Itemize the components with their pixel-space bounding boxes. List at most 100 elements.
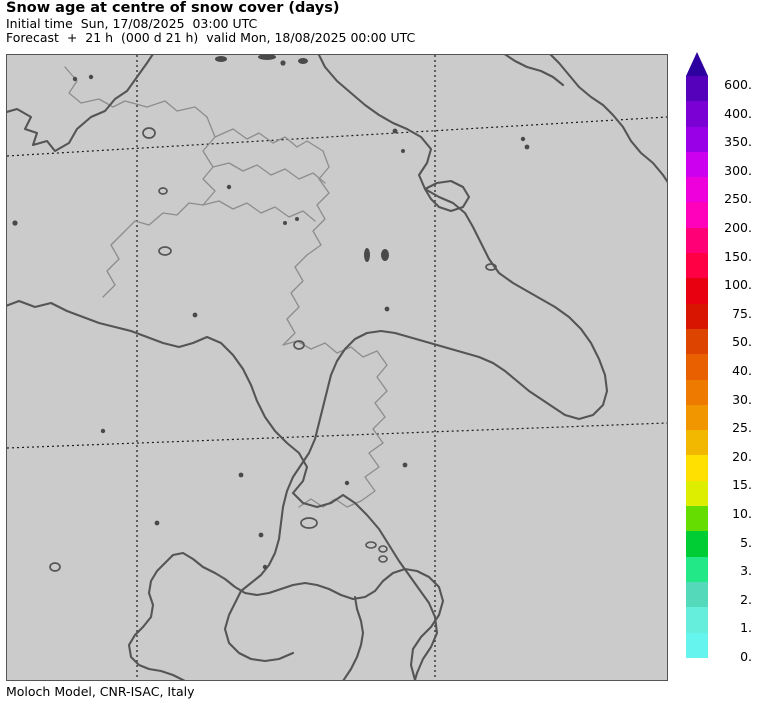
colorbar-band-11	[686, 354, 708, 380]
coastline-liguria	[7, 55, 154, 153]
colorbar-tick-5: 5.	[740, 534, 752, 550]
colorbar-tick-150: 150.	[724, 248, 752, 264]
island-dot-16	[238, 472, 244, 478]
island-capri	[300, 517, 318, 529]
colorbar	[686, 52, 708, 658]
small-islands-group	[12, 60, 530, 570]
colorbar-band-13	[686, 404, 708, 431]
admin-border-umbria-north	[212, 162, 326, 184]
colorbar-tick-2: 2.	[740, 591, 752, 607]
admin-border-campania-east	[372, 350, 388, 444]
colorbar-band-19	[686, 556, 708, 582]
island-adriatic	[381, 249, 389, 261]
colorbar-tick-15: 15.	[732, 477, 752, 493]
colorbar-band-12	[686, 379, 708, 405]
island-dot-13	[192, 312, 198, 318]
colorbar-tick-0: 0.	[740, 649, 752, 664]
coastline-tyrrhenian	[7, 299, 439, 680]
island-dot-11	[283, 221, 287, 225]
island-dot-9	[226, 184, 232, 190]
island-dot-5	[392, 128, 398, 134]
forecast-time-line: Forecast + 21 h (000 d 21 h) valid Mon, …	[6, 30, 416, 45]
island-dot-3	[88, 74, 94, 80]
model-credit: Moloch Model, CNR-ISAC, Italy	[6, 684, 195, 699]
colorbar-band-8	[686, 278, 708, 304]
colorbar-band-9	[686, 303, 708, 329]
initial-time-line: Initial time Sun, 17/08/2025 03:00 UTC	[6, 16, 258, 31]
admin-border-molise	[282, 340, 378, 358]
colorbar-tick-10: 10.	[732, 506, 752, 521]
parallel-line-south	[7, 422, 667, 449]
island-aeolian-3	[378, 555, 388, 563]
colorbar-tick-40: 40.	[732, 363, 752, 378]
island-dot-19	[262, 564, 268, 570]
island-aeolian-1	[365, 541, 377, 549]
island-dot-20	[154, 520, 160, 526]
island-dot-8	[401, 149, 405, 153]
colorbar-band-2	[686, 126, 708, 152]
map-background	[7, 55, 667, 680]
header-block: Snow age at centre of snow cover (days) …	[6, 0, 706, 45]
colorbar-band-3	[686, 151, 708, 178]
colorbar-band-1	[686, 101, 708, 127]
colorbar-tick-250: 250.	[724, 191, 752, 207]
map-canvas[interactable]	[7, 55, 667, 680]
colorbar-band-10	[686, 328, 708, 355]
colorbar-band-5	[686, 202, 708, 228]
coastline-sicily	[127, 551, 365, 680]
coastline-group	[7, 55, 667, 680]
aeolian-islands-group	[365, 541, 388, 563]
island-dot-18	[258, 532, 264, 538]
lake-campania	[293, 340, 305, 350]
colorbar-tick-200: 200.	[724, 220, 752, 235]
island-dot-14	[100, 428, 106, 434]
island-dot-4	[12, 220, 18, 226]
colorbar-band-20	[686, 581, 708, 608]
page-title: Snow age at centre of snow cover (days)	[6, 0, 340, 16]
island-giglio	[298, 58, 308, 64]
colorbar-band-22	[686, 632, 708, 658]
colorbar-tick-3: 3.	[740, 563, 752, 579]
island-aeolian-2	[378, 545, 388, 553]
colorbar-band-17	[686, 506, 708, 532]
admin-border-marche	[306, 150, 330, 256]
colorbar-band-7	[686, 253, 708, 279]
lake-bracciano	[158, 246, 172, 256]
colorbar-band-18	[686, 531, 708, 557]
lake-lesina	[485, 263, 497, 271]
admin-border-abruzzo	[282, 254, 308, 346]
coastline-dalmatia-inner	[504, 55, 565, 87]
island-dot-7	[520, 136, 526, 142]
island-dot-12	[384, 306, 390, 312]
colorbar-band-0	[686, 76, 708, 102]
colorbar-tick-600: 600.	[724, 77, 752, 92]
island-elba	[258, 55, 276, 60]
admin-border-lazio-west	[102, 232, 124, 298]
coastline-sicily-north	[213, 567, 445, 680]
colorbar-tick-400: 400.	[724, 105, 752, 121]
island-dot-10	[295, 217, 299, 221]
colorbar-band-21	[686, 607, 708, 633]
island-dot-17	[344, 480, 350, 486]
graticule-group	[7, 55, 667, 680]
coastline-gargano	[423, 179, 471, 213]
admin-border-north	[64, 66, 208, 118]
lake-trasimeno	[142, 127, 156, 139]
colorbar-tick-30: 30.	[732, 391, 752, 407]
admin-boundaries-group	[64, 66, 388, 508]
parallel-line-north	[7, 116, 667, 157]
island-capraia	[215, 56, 227, 62]
colorbar-tick-100: 100.	[724, 277, 752, 293]
island-dot-1	[280, 60, 286, 66]
colorbar-band-4	[686, 177, 708, 203]
colorbar-band-6	[686, 227, 708, 254]
admin-border-emilia	[214, 128, 324, 152]
archipelago-group	[215, 55, 389, 262]
map-panel[interactable]	[6, 54, 668, 681]
colorbar-tick-25: 25.	[732, 420, 752, 436]
colorbar-tick-labels: 600. 400. 350. 300. 250. 200. 150. 100. 75. 50. 40…	[700, 52, 756, 672]
admin-border-basilicata	[360, 442, 384, 502]
lake-bolsena	[158, 187, 168, 195]
colorbar-band-15	[686, 455, 708, 481]
